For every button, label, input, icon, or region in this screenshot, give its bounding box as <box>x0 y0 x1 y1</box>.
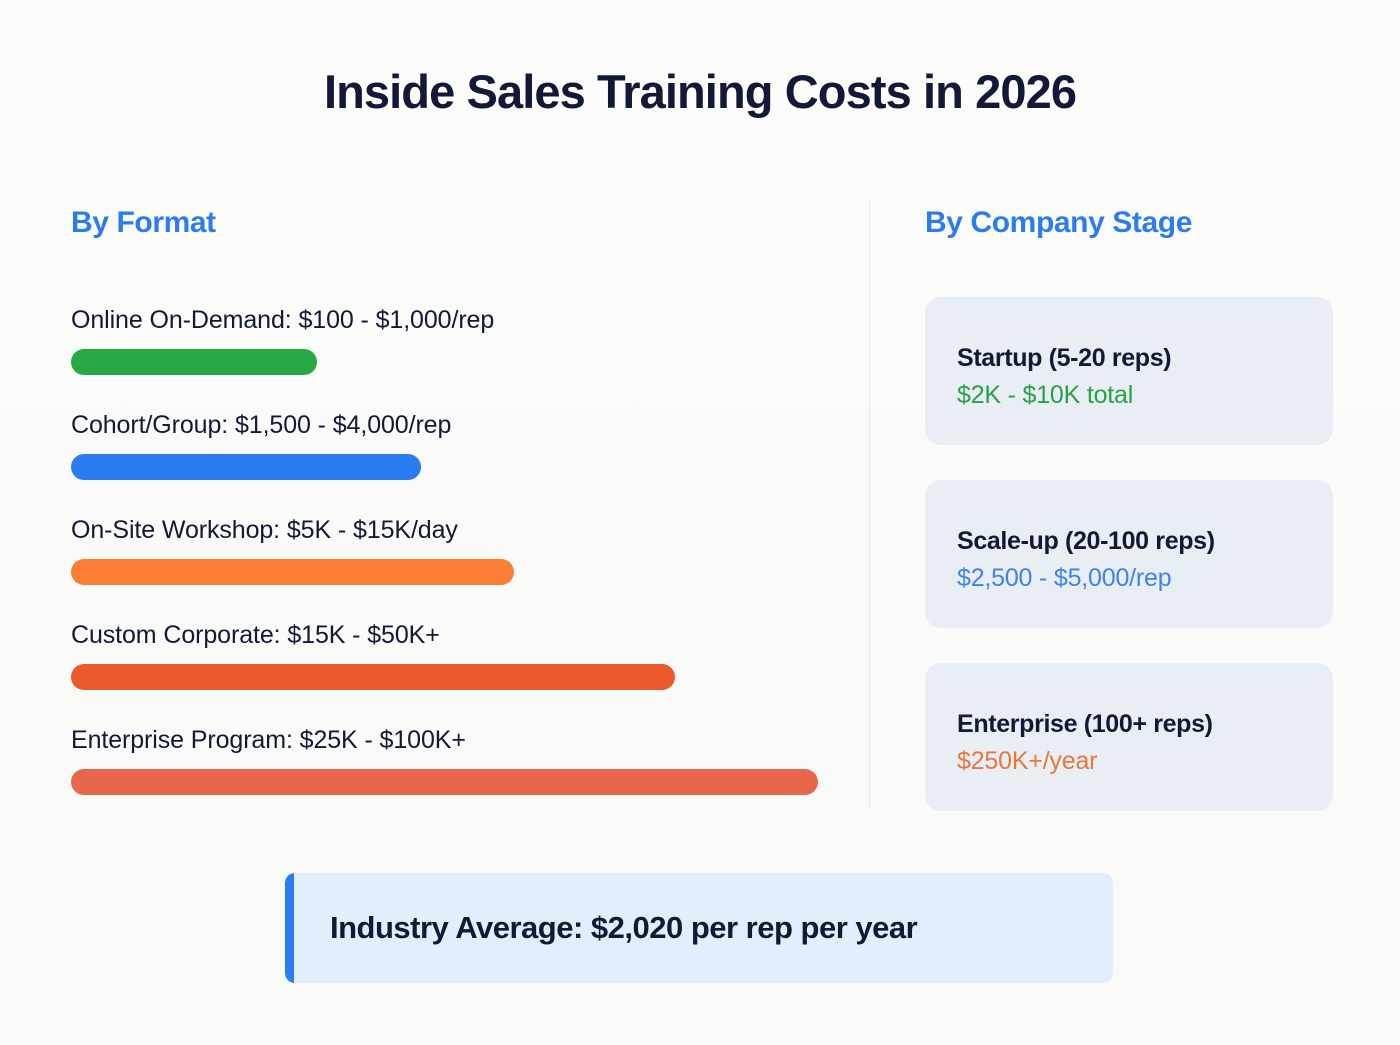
company-stage-cards: Startup (5-20 reps) $2K - $10K total Sca… <box>925 297 1333 811</box>
bar-row: On-Site Workshop: $5K - $15K/day <box>71 515 841 620</box>
section-heading-by-format: By Format <box>71 206 216 239</box>
banner-text: Industry Average: $2,020 per rep per yea… <box>330 910 918 945</box>
stage-name: Startup (5-20 reps) <box>957 344 1172 372</box>
bar-fill <box>71 769 818 795</box>
bar-fill <box>71 664 676 690</box>
bar-row: Cohort/Group: $1,500 - $4,000/rep <box>71 410 841 515</box>
bar-row: Online On-Demand: $100 - $1,000/rep <box>71 305 841 410</box>
page-title: Inside Sales Training Costs in 2026 <box>323 65 1077 118</box>
stage-value: $2K - $10K total <box>957 381 1134 409</box>
bar-label: Cohort/Group: $1,500 - $4,000/rep <box>71 411 452 439</box>
bar-label: Enterprise Program: $25K - $100K+ <box>71 726 466 754</box>
bar-row: Custom Corporate: $15K - $50K+ <box>71 620 841 725</box>
stage-name: Enterprise (100+ reps) <box>957 710 1213 738</box>
stage-card: Startup (5-20 reps) $2K - $10K total <box>925 297 1333 445</box>
stage-value: $2,500 - $5,000/rep <box>957 564 1172 592</box>
bar-track <box>71 349 841 375</box>
bar-track <box>71 454 841 480</box>
bar-fill <box>71 559 514 585</box>
bar-fill <box>71 454 422 480</box>
bar-label: On-Site Workshop: $5K - $15K/day <box>71 516 458 544</box>
stage-card: Enterprise (100+ reps) $250K+/year <box>925 663 1333 811</box>
stage-card: Scale-up (20-100 reps) $2,500 - $5,000/r… <box>925 480 1333 628</box>
bar-track <box>71 769 841 795</box>
column-divider <box>869 200 870 808</box>
bar-track <box>71 664 841 690</box>
industry-average-banner: Industry Average: $2,020 per rep per yea… <box>285 873 1113 983</box>
bar-track <box>71 559 841 585</box>
stage-value: $250K+/year <box>957 747 1098 775</box>
bar-row: Enterprise Program: $25K - $100K+ <box>71 725 841 830</box>
format-bar-chart: Online On-Demand: $100 - $1,000/rep Coho… <box>71 305 841 830</box>
banner-accent-bar <box>285 873 294 983</box>
section-heading-by-company-stage: By Company Stage <box>925 206 1192 239</box>
bar-fill <box>71 349 318 375</box>
bar-label: Online On-Demand: $100 - $1,000/rep <box>71 306 495 334</box>
bar-label: Custom Corporate: $15K - $50K+ <box>71 621 440 649</box>
stage-name: Scale-up (20-100 reps) <box>957 527 1215 555</box>
